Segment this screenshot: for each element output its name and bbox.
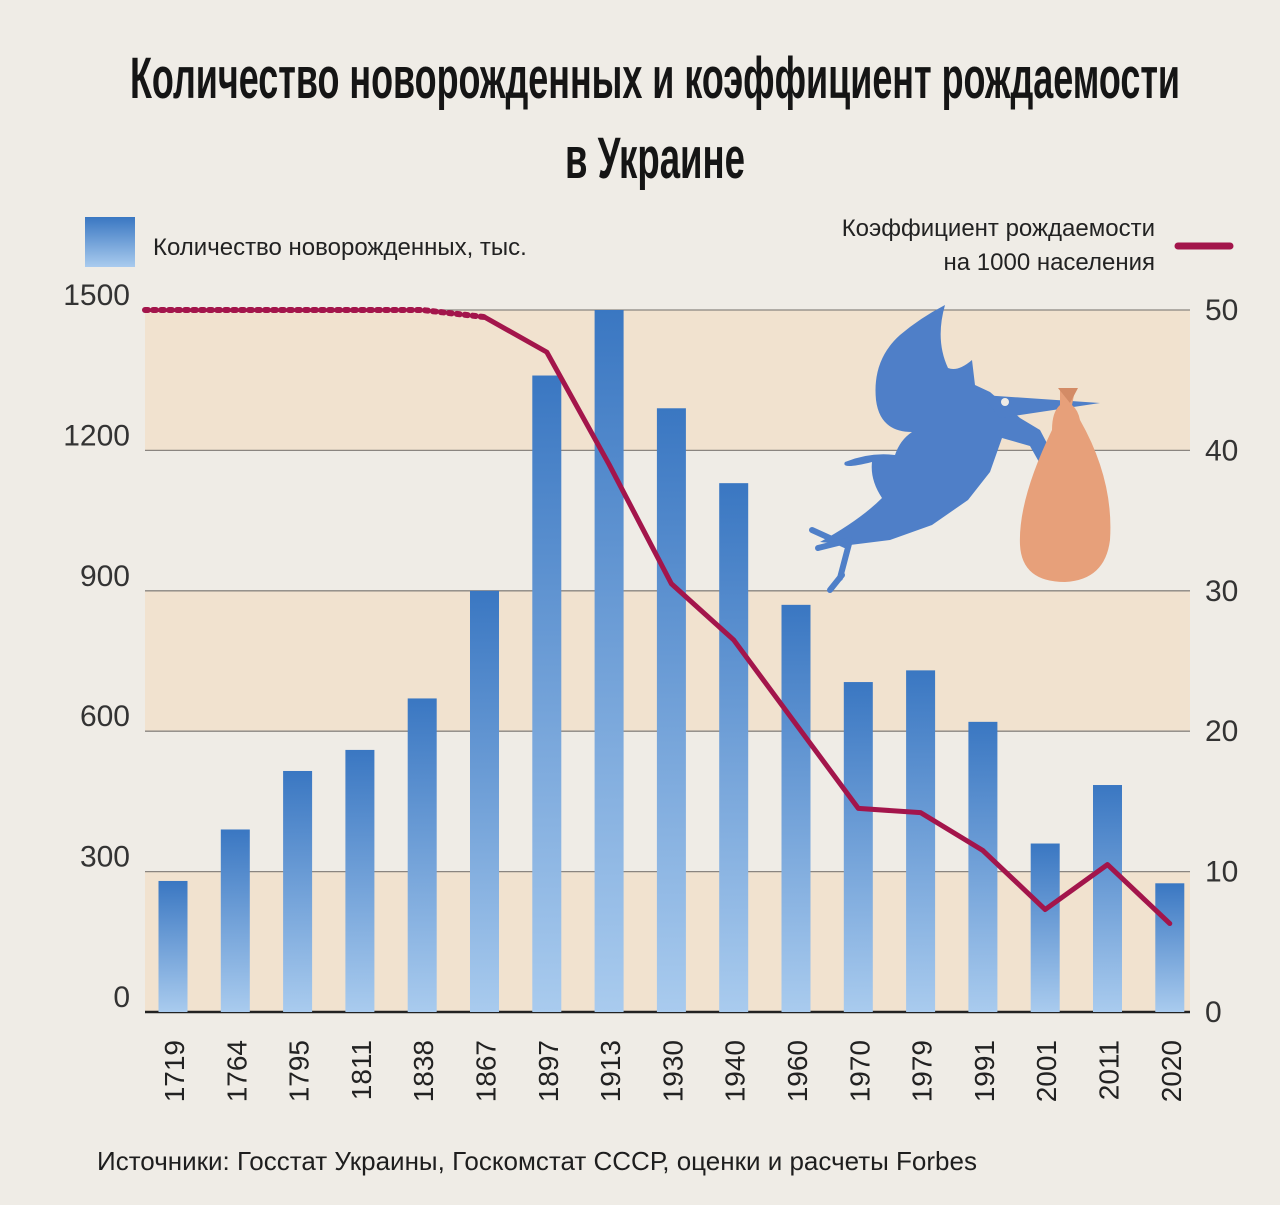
bar-1897 bbox=[532, 375, 562, 1012]
bar-1913 bbox=[594, 310, 624, 1012]
bar-1960 bbox=[781, 604, 811, 1012]
x-tick-label: 1991 bbox=[969, 1040, 1000, 1102]
left-axis-ticks: 0 300 600 900 1200 1500 bbox=[63, 279, 130, 1014]
birth-rate-point-1764 bbox=[233, 308, 237, 312]
bar-1811 bbox=[345, 749, 375, 1012]
right-tick-label: 0 bbox=[1205, 996, 1222, 1029]
legend-line-label-2: на 1000 населения bbox=[944, 249, 1156, 276]
bar-2001 bbox=[1030, 843, 1060, 1012]
bar-1940 bbox=[719, 483, 749, 1012]
x-tick-label: 1913 bbox=[595, 1040, 626, 1102]
x-tick-label: 1764 bbox=[221, 1040, 252, 1102]
chart-title-line1: Количество новорожденных и коэффициент р… bbox=[130, 46, 1180, 111]
bar-1979 bbox=[906, 670, 936, 1012]
birth-rate-point-1960 bbox=[794, 722, 798, 726]
x-axis-ticks: 1719 1764 1795 1811 1838 1867 1897 1913 1930 1940… bbox=[159, 1040, 1187, 1102]
x-tick-label: 2011 bbox=[1094, 1040, 1125, 1100]
x-tick-label: 1719 bbox=[159, 1040, 190, 1102]
right-axis-ticks: 0 10 20 30 40 50 bbox=[1205, 294, 1238, 1029]
birth-rate-point-1795 bbox=[296, 308, 300, 312]
source-note: Источники: Госстат Украины, Госкомстат С… bbox=[97, 1146, 977, 1176]
left-tick-label: 300 bbox=[80, 841, 130, 874]
birth-rate-point-1811 bbox=[358, 308, 362, 312]
right-tick-label: 20 bbox=[1205, 715, 1238, 748]
x-tick-label: 1970 bbox=[844, 1040, 875, 1102]
left-tick-label: 900 bbox=[80, 560, 130, 593]
x-tick-label: 1838 bbox=[408, 1040, 439, 1102]
bar-1930 bbox=[656, 408, 686, 1012]
bar-1795 bbox=[283, 770, 313, 1012]
x-tick-label: 2001 bbox=[1031, 1040, 1062, 1102]
bar-1719 bbox=[158, 880, 188, 1012]
birth-rate-point-1940 bbox=[732, 638, 736, 642]
birth-rate-point-1991 bbox=[981, 849, 985, 853]
x-tick-label: 2020 bbox=[1156, 1040, 1187, 1102]
birth-rate-point-2001 bbox=[1043, 908, 1047, 912]
bar-1867 bbox=[470, 590, 499, 1012]
line-series-group bbox=[142, 307, 1173, 927]
x-tick-label: 1940 bbox=[720, 1040, 751, 1102]
right-tick-label: 50 bbox=[1205, 294, 1238, 327]
bar-1838 bbox=[407, 698, 437, 1012]
birth-rate-point-1897 bbox=[545, 350, 549, 354]
left-tick-label: 600 bbox=[80, 700, 130, 733]
left-tick-label: 1200 bbox=[63, 419, 130, 452]
bar-2020 bbox=[1155, 883, 1185, 1012]
x-tick-label: 1897 bbox=[533, 1040, 564, 1102]
right-tick-label: 10 bbox=[1205, 856, 1238, 889]
legend-line-label-1: Коэффициент рождаемости bbox=[842, 215, 1155, 242]
stork-icon bbox=[809, 305, 1100, 593]
right-tick-label: 40 bbox=[1205, 434, 1238, 467]
right-tick-label: 30 bbox=[1205, 575, 1238, 608]
legend-bar-label: Количество новорожденных, тыс. bbox=[153, 234, 527, 261]
x-tick-label: 1811 bbox=[346, 1040, 377, 1100]
birth-rate-point-1913 bbox=[607, 462, 611, 466]
left-tick-label: 1500 bbox=[63, 279, 130, 312]
bars-group bbox=[158, 310, 1185, 1012]
bar-1991 bbox=[968, 721, 998, 1012]
birth-rate-point-1867 bbox=[483, 315, 486, 319]
baby-bundle-icon bbox=[1019, 388, 1111, 582]
birth-rate-point-1930 bbox=[669, 582, 673, 586]
x-tick-label: 1930 bbox=[657, 1040, 688, 1102]
x-tick-label: 1979 bbox=[907, 1040, 938, 1102]
birth-rate-point-1979 bbox=[919, 811, 923, 815]
left-tick-label: 0 bbox=[113, 981, 130, 1014]
legend-bar-swatch bbox=[85, 217, 135, 267]
x-tick-label: 1960 bbox=[782, 1040, 813, 1102]
x-tick-label: 1795 bbox=[284, 1040, 315, 1102]
bar-1970 bbox=[843, 682, 873, 1012]
bar-1764 bbox=[220, 829, 250, 1012]
birth-rate-point-2020 bbox=[1168, 922, 1172, 926]
birth-rate-point-2011 bbox=[1106, 863, 1109, 867]
birth-rate-point-1719 bbox=[171, 308, 175, 312]
birth-rate-point-1838 bbox=[420, 308, 424, 312]
x-tick-label: 1867 bbox=[471, 1040, 502, 1102]
bar-2011 bbox=[1093, 785, 1122, 1012]
chart-title-line2: в Украине bbox=[565, 126, 745, 191]
birth-rate-line bbox=[482, 314, 1173, 927]
birth-rate-point-1970 bbox=[856, 806, 860, 810]
